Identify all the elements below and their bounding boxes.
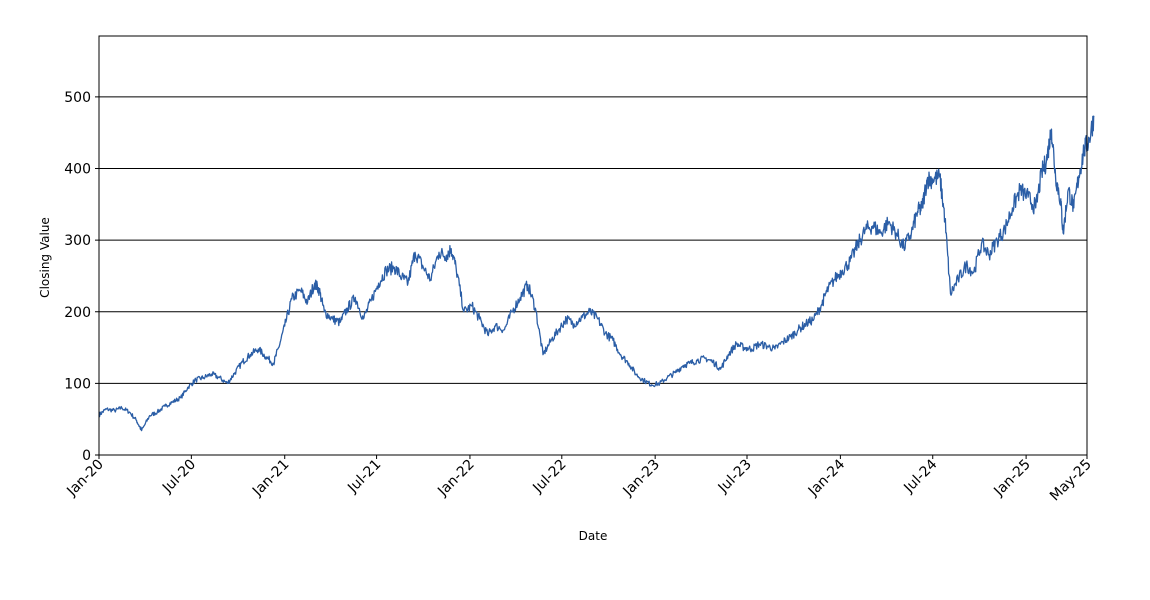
x-tick-label: Jan-25	[990, 457, 1033, 500]
x-tick-label: Jul-22	[529, 457, 569, 497]
series-line-0	[98, 115, 1095, 432]
y-tick-label: 0	[82, 448, 91, 464]
x-axis: Jan-20 Jul-20 Jan-21 Jul-21 Jan-22 Jul-22 Jan-…	[63, 455, 1095, 505]
y-tick-label: 400	[64, 162, 91, 178]
y-tick-label: 300	[64, 233, 91, 249]
x-tick-label: May-25	[1047, 457, 1095, 505]
y-axis: 0 100 200 300 400 500	[64, 90, 99, 464]
x-tick-label: Jan-24	[805, 456, 849, 500]
x-tick-label: Jan-21	[249, 457, 292, 500]
x-tick-label: Jul-23	[715, 457, 755, 497]
plot-frame	[98, 35, 1088, 456]
y-tick-label: 200	[64, 305, 91, 321]
x-tick-label: Jul-20	[159, 457, 199, 497]
series-group	[98, 115, 1095, 432]
y-tick-label: 100	[64, 376, 91, 392]
y-tick-label: 500	[64, 90, 91, 106]
x-tick-label: Jul-21	[344, 457, 384, 497]
x-tick-label: Jan-23	[620, 457, 663, 500]
x-axis-title: Date	[579, 529, 608, 543]
x-tick-label: Jan-22	[434, 457, 477, 500]
y-axis-title: Closing Value	[38, 217, 52, 298]
x-tick-label: Jul-24	[900, 456, 940, 496]
gridlines	[99, 96, 1087, 384]
